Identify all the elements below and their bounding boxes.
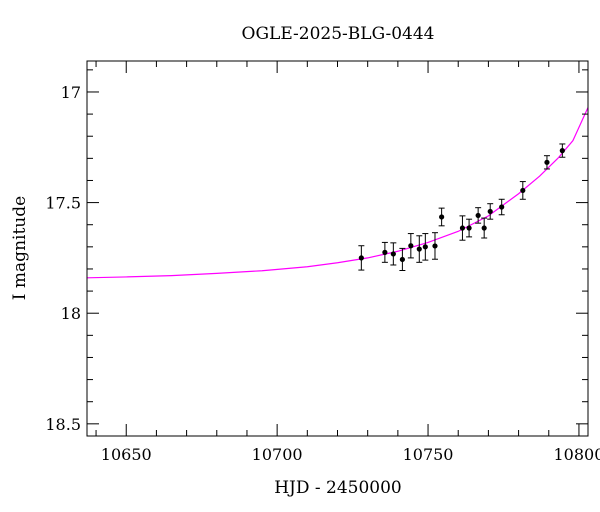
- data-point: [358, 245, 365, 271]
- point-marker: [408, 243, 414, 249]
- chart-title: OGLE-2025-BLG-0444: [242, 24, 435, 44]
- data-point: [481, 217, 488, 239]
- point-marker: [466, 225, 472, 231]
- data-point: [399, 247, 406, 272]
- data-point: [466, 218, 473, 238]
- data-point: [431, 232, 438, 260]
- data-point: [487, 203, 494, 220]
- point-marker: [432, 243, 438, 249]
- x-axis-label: HJD - 2450000: [274, 478, 402, 498]
- point-marker: [544, 159, 550, 165]
- y-tick-label: 18: [61, 304, 81, 323]
- axis-ticks-layer: 10650 10700 10750 10800 17 17.5 18 18.5: [45, 61, 600, 464]
- model-curve-layer: [87, 107, 588, 279]
- point-marker: [358, 255, 364, 261]
- y-axis-label: I magnitude: [10, 196, 30, 300]
- data-point: [390, 242, 397, 266]
- point-marker: [487, 208, 493, 215]
- point-marker: [481, 225, 487, 231]
- y-tick-label: 18.5: [45, 415, 81, 434]
- point-marker: [416, 246, 422, 252]
- x-tick-label: 10650: [101, 445, 152, 464]
- data-point: [559, 143, 566, 158]
- point-marker: [390, 251, 396, 257]
- point-marker: [422, 244, 428, 250]
- point-marker: [459, 225, 466, 231]
- data-points-layer: [358, 143, 566, 272]
- data-point: [407, 233, 414, 259]
- data-point: [459, 215, 466, 241]
- point-marker: [520, 187, 526, 194]
- data-point: [416, 235, 423, 263]
- data-point: [438, 207, 445, 227]
- point-marker: [439, 214, 445, 220]
- x-tick-label: 10800: [553, 445, 600, 464]
- data-point: [381, 241, 388, 263]
- point-marker: [399, 256, 405, 263]
- data-point: [543, 155, 550, 170]
- model-curve: [87, 107, 588, 279]
- point-marker: [475, 212, 481, 219]
- x-tick-label: 10750: [403, 445, 454, 464]
- y-tick-label: 17.5: [45, 194, 81, 213]
- point-marker: [499, 204, 505, 210]
- y-tick-label: 17: [61, 83, 81, 102]
- data-point: [422, 233, 429, 261]
- data-point: [498, 198, 505, 216]
- x-tick-label: 10700: [252, 445, 303, 464]
- point-marker: [559, 148, 565, 154]
- data-point: [519, 181, 526, 200]
- data-point: [475, 207, 482, 224]
- plot-frame: [86, 60, 589, 437]
- point-marker: [382, 249, 388, 255]
